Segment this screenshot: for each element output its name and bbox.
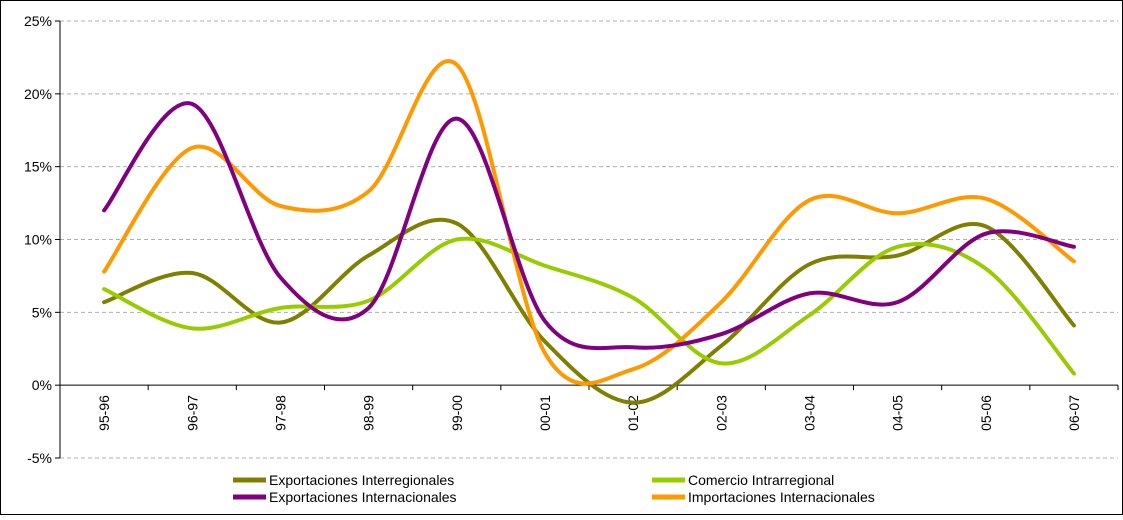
legend-label: Exportaciones Internacionales bbox=[269, 489, 457, 505]
x-tick-label: 00-01 bbox=[537, 395, 553, 431]
series-lines bbox=[102, 59, 1076, 405]
gridlines bbox=[60, 20, 1118, 459]
y-tick-label: -5% bbox=[27, 450, 52, 466]
y-tick-labels: -5% 0% 5% 10% 15% 20% 25% bbox=[24, 13, 52, 466]
x-tick-label: 98-99 bbox=[361, 395, 377, 431]
y-tick-label: 10% bbox=[24, 232, 52, 248]
y-tick-label: 5% bbox=[32, 304, 52, 320]
series-line-2 bbox=[102, 236, 1076, 376]
x-tick-label: 97-98 bbox=[272, 395, 288, 431]
series-line-4 bbox=[102, 59, 1076, 386]
y-tick-label: 25% bbox=[24, 13, 52, 29]
x-tick-label: 03-04 bbox=[801, 395, 817, 431]
legend-label: Exportaciones Interregionales bbox=[269, 472, 454, 488]
x-tick-label: 04-05 bbox=[890, 395, 906, 431]
x-tick-label: 02-03 bbox=[713, 395, 729, 431]
series-line-3 bbox=[102, 101, 1076, 351]
y-tick-label: 20% bbox=[24, 86, 52, 102]
x-tick-label: 05-06 bbox=[978, 395, 994, 431]
legend-label: Comercio Intrarregional bbox=[688, 472, 834, 488]
x-tick-label: 06-07 bbox=[1066, 395, 1082, 431]
x-tick-label: 95-96 bbox=[96, 395, 112, 431]
legend-label: Importaciones Internacionales bbox=[688, 489, 875, 505]
x-tick-label: 99-00 bbox=[449, 395, 465, 431]
y-tick-label: 0% bbox=[32, 377, 52, 393]
x-tick-labels: 95-96 96-97 97-98 98-99 99-00 00-01 01-02 02-03… bbox=[96, 395, 1082, 431]
y-tick-label: 15% bbox=[24, 159, 52, 175]
x-tick-label: 96-97 bbox=[184, 395, 200, 431]
legend: Exportaciones Interregionales Comercio In… bbox=[233, 472, 875, 505]
